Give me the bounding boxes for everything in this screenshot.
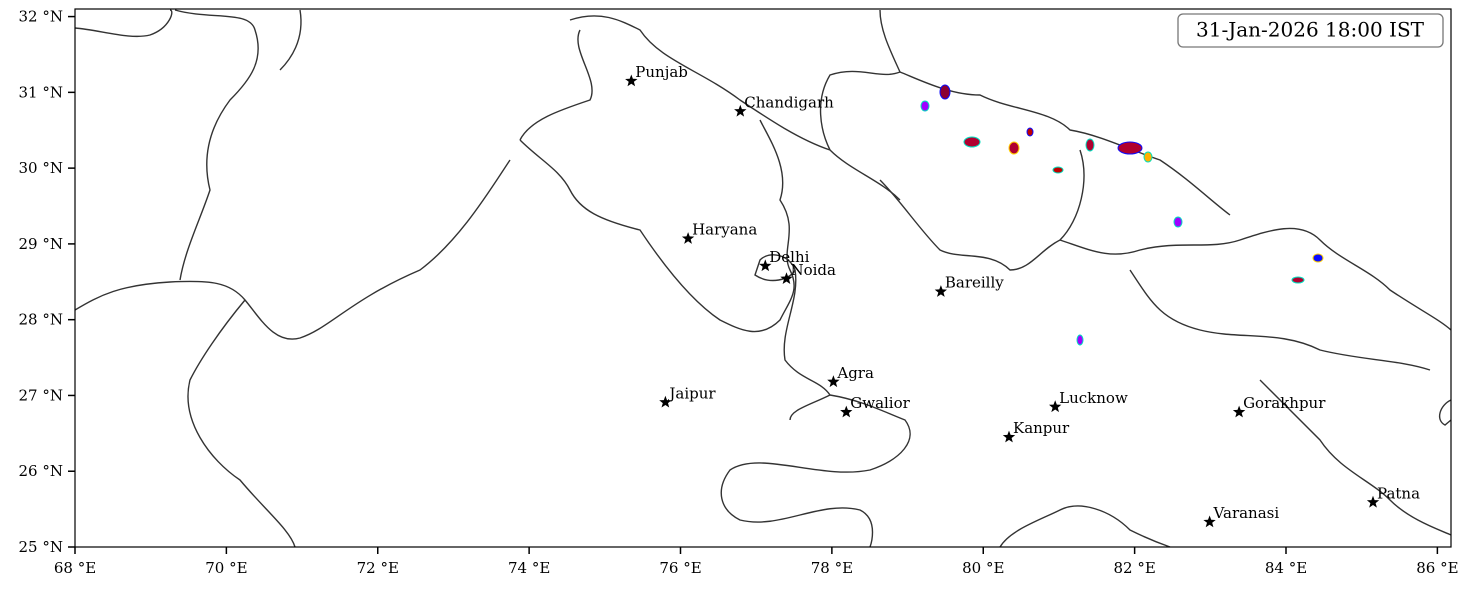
x-tick-label: 84 °E (1265, 559, 1307, 577)
boundaries (74, 9, 1452, 548)
x-tick-label: 80 °E (962, 559, 1004, 577)
precip-cell (1312, 253, 1324, 263)
precip-cell (1076, 334, 1084, 346)
city-marker (1203, 515, 1216, 528)
x-tick-label: 74 °E (508, 559, 550, 577)
y-tick-label: 25 °N (19, 538, 63, 556)
x-tick-label: 86 °E (1416, 559, 1458, 577)
y-tick-label: 29 °N (19, 235, 63, 253)
boundary (720, 269, 911, 548)
boundary (879, 149, 1085, 271)
boundary (1259, 379, 1452, 536)
boundary (569, 15, 901, 201)
city-label: Kanpur (1013, 419, 1070, 437)
x-tick-label: 72 °E (357, 559, 399, 577)
city-marker (1366, 495, 1380, 508)
city-marker (625, 74, 638, 87)
precip-cell (1085, 138, 1095, 152)
boundary (1059, 227, 1452, 331)
boundary (899, 71, 1231, 216)
boundary (279, 9, 302, 71)
city-label: Haryana (692, 221, 757, 239)
city-label: Jaipur (667, 384, 716, 402)
city-label: Lucknow (1059, 389, 1128, 407)
city-marker (1049, 400, 1062, 413)
y-tick-label: 26 °N (19, 462, 63, 480)
map-title: 31-Jan-2026 18:00 IST (1196, 18, 1425, 42)
boundary (999, 505, 1171, 548)
boundary (187, 299, 296, 548)
city-label: Noida (790, 261, 836, 279)
precip-cell (939, 84, 951, 100)
city-marker (934, 285, 947, 297)
city-label: Bareilly (945, 274, 1004, 292)
x-tick-label: 82 °E (1113, 559, 1155, 577)
city-label: Chandigarh (744, 93, 834, 111)
y-tick-label: 28 °N (19, 311, 63, 329)
city-marker (840, 405, 853, 418)
title-frame (1177, 13, 1444, 48)
boundary (74, 9, 259, 281)
boundary (1438, 399, 1452, 426)
title-box: 31-Jan-2026 18:00 IST (1177, 13, 1444, 48)
boundary (74, 159, 511, 340)
boundary (519, 119, 795, 333)
precip-cell (1052, 166, 1064, 174)
city-marker (681, 232, 695, 244)
x-tick-label: 70 °E (205, 559, 247, 577)
x-tick-label: 68 °E (54, 559, 96, 577)
precip-cell (1117, 141, 1143, 155)
precip-cell (920, 100, 930, 112)
boundary (819, 9, 901, 151)
precip-cell (1026, 127, 1034, 137)
city-label: Agra (836, 364, 874, 382)
city-label: Gwalior (850, 394, 910, 412)
city-marker (1232, 405, 1246, 418)
city-marker (659, 395, 672, 408)
city-marker (827, 375, 840, 388)
x-tick-label: 76 °E (659, 559, 701, 577)
city-label: Delhi (769, 248, 809, 266)
precip-cell (1143, 151, 1153, 163)
precip-cell (1173, 216, 1183, 228)
y-tick-label: 31 °N (19, 83, 63, 101)
boundary (1129, 269, 1431, 371)
y-tick-label: 32 °N (19, 8, 63, 26)
city-marker (734, 104, 747, 117)
precip-cell (1291, 276, 1305, 284)
y-tick-label: 30 °N (19, 159, 63, 177)
boundary (519, 29, 593, 141)
map-frame (74, 8, 1452, 548)
precip-cell (963, 136, 981, 148)
city-label: Gorakhpur (1243, 394, 1326, 412)
y-tick-label: 27 °N (19, 386, 63, 404)
precipitation (920, 84, 1324, 346)
city-marker (1002, 430, 1016, 443)
x-tick-label: 78 °E (811, 559, 853, 577)
city-marker (780, 272, 793, 284)
city-label: Punjab (635, 63, 688, 81)
city-label: Patna (1377, 484, 1420, 502)
precip-cell (1008, 141, 1020, 155)
city-label: Varanasi (1213, 504, 1280, 522)
city-marker (759, 259, 772, 272)
